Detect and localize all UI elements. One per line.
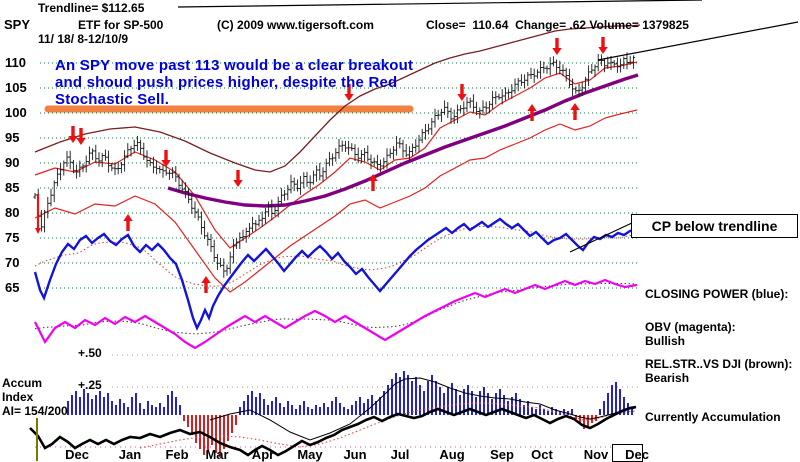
month-label: Feb [165,447,189,462]
month-label: Apr [251,447,275,462]
accum-thin-line [209,377,636,441]
analyst-annotation: An SPY move past 113 would be a clear br… [55,57,413,108]
symbol-label: SPY [4,17,31,32]
left-red-marker [35,194,41,234]
accumulation-histogram [67,371,633,457]
month-label: Dec [65,447,89,462]
black-trendlines [177,0,799,253]
month-label: Oct [531,447,553,462]
lower-trading-band [34,109,638,293]
month-label: Aug [439,447,465,462]
price-candlesticks [33,52,636,278]
month-label: Sep [490,447,514,462]
price-tick-label: 95 [5,130,20,145]
quote-line: Close= 110.64 Change= .62 Volume= 137982… [426,18,689,32]
index-word-label: Index [2,390,34,404]
reference-dotted-lines [35,354,638,448]
month-label: Jan [118,447,142,462]
price-tick-label: 65 [5,280,20,295]
price-tick-label: 75 [5,230,20,245]
month-label: Jun [343,447,367,462]
obv-label: OBV (magenta): [645,320,736,334]
buy-signal-arrows [123,103,580,293]
brown-relative-strength [34,24,641,173]
annotation-line2: and shoud push prices higher, despite th… [55,74,398,91]
purple-moving-average [167,73,639,208]
relstr-label: REL.STR..VS DJI (brown): [645,357,793,371]
month-label: Jul [390,447,410,462]
accum-word-label: Accum [2,376,43,390]
month-label: Mar [205,447,229,462]
price-tick-label: 85 [5,180,20,195]
price-tick-label: 90 [5,155,20,170]
price-tick-label: 110 [5,55,26,70]
ai-value-label: AI= 154/200 [2,404,68,418]
closing-power-label: CLOSING POWER (blue): [645,287,789,301]
obv-black-dotted-ma [34,282,636,335]
closing-power-line [33,217,638,331]
price-tick-label: 105 [5,80,27,95]
plus25-label: +.25 [78,378,102,392]
annotation-line1: An SPY move past 113 would be a clear br… [55,57,414,74]
month-label: May [297,447,323,462]
plus50-label: +.50 [78,346,102,360]
sell-signal-arrows [68,37,608,187]
upper-trading-band [34,61,638,249]
month-label: Nov [583,447,609,462]
price-tick-label: 80 [5,205,20,220]
date-range-label: 11/ 18/ 8-12/10/9 [38,32,129,46]
cp-below-trendline-box: CP below trendline [631,214,798,238]
accum-thick-line [29,405,637,457]
price-tick-label: 70 [5,255,20,270]
trendline-value-label: Trendline= $112.65 [38,1,145,15]
annotation-line3: Stochastic Sell. [55,91,170,108]
obv-status-label: Bullish [645,334,686,348]
price-tick-label: 100 [5,105,27,120]
accum-status-label: Currently Accumulation [645,410,781,424]
copyright-label: (C) 2009 www.tigersoft.com [217,18,374,32]
month-label: Dec [625,447,649,462]
obv-line [34,278,638,350]
relstr-status-label: Bearish [645,371,690,385]
etf-label: ETF for SP-500 [78,18,164,32]
